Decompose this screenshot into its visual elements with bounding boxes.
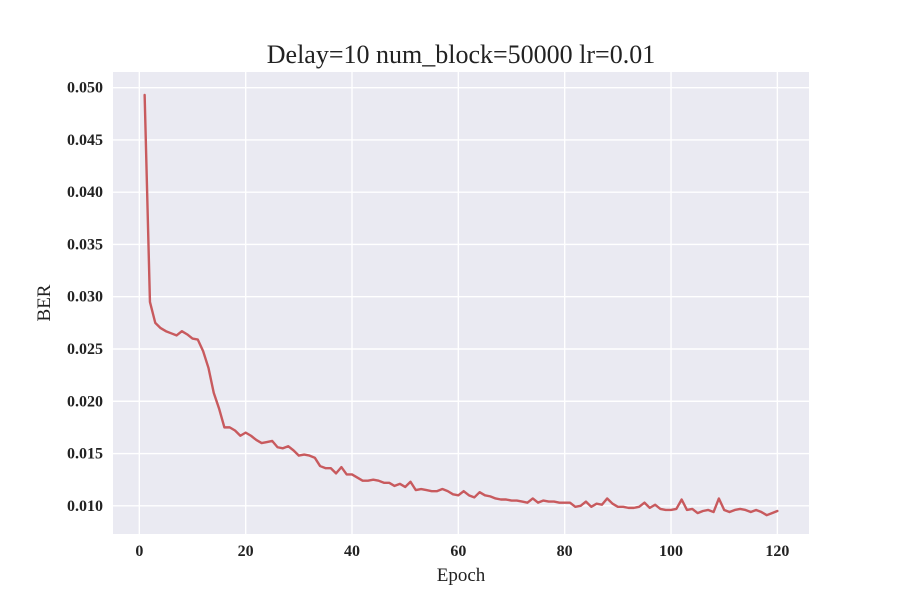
x-tick-label: 20	[238, 543, 254, 560]
x-axis-label: Epoch	[437, 565, 486, 586]
x-tick-label: 120	[765, 543, 789, 560]
tick-labels: 0 20 40 60 80 100 120 0.010 0.015 0.020 0.025 0.030…	[67, 80, 789, 560]
x-tick-label: 60	[450, 543, 466, 560]
chart-title: Delay=10 num_block=50000 lr=0.01	[267, 40, 655, 69]
x-tick-label: 0	[135, 543, 143, 560]
y-tick-label: 0.015	[67, 446, 103, 463]
y-tick-label: 0.010	[67, 498, 103, 515]
y-tick-label: 0.045	[67, 132, 103, 149]
y-tick-label: 0.020	[67, 393, 103, 410]
y-tick-label: 0.035	[67, 236, 103, 253]
x-tick-label: 80	[557, 543, 573, 560]
y-tick-label: 0.040	[67, 184, 103, 201]
grid-lines	[113, 72, 809, 534]
y-tick-label: 0.030	[67, 289, 103, 306]
ber-series-line	[143, 93, 779, 517]
x-tick-label: 40	[344, 543, 360, 560]
y-tick-label: 0.025	[67, 341, 103, 358]
y-axis-label: BER	[34, 284, 55, 321]
plot-area	[113, 72, 809, 534]
x-tick-label: 100	[659, 543, 683, 560]
series-lines	[143, 93, 779, 517]
y-tick-label: 0.050	[67, 80, 103, 97]
